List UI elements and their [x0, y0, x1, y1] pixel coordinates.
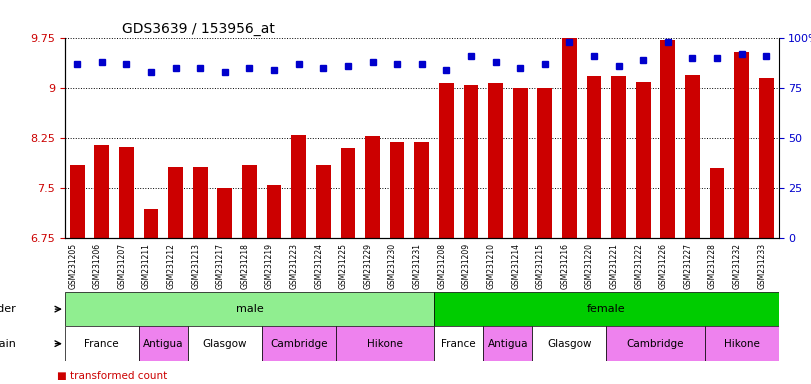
- Bar: [488, 83, 503, 238]
- Bar: [660, 40, 676, 238]
- Bar: [193, 167, 208, 238]
- Bar: [734, 52, 749, 238]
- Bar: [464, 85, 478, 238]
- FancyBboxPatch shape: [65, 292, 434, 326]
- FancyBboxPatch shape: [434, 326, 483, 361]
- Text: Glasgow: Glasgow: [203, 339, 247, 349]
- Bar: [513, 88, 527, 238]
- Text: ■ transformed count: ■ transformed count: [57, 371, 167, 381]
- Text: Antigua: Antigua: [143, 339, 183, 349]
- Text: strain: strain: [0, 339, 16, 349]
- Bar: [538, 88, 552, 238]
- Bar: [70, 165, 84, 238]
- FancyBboxPatch shape: [607, 326, 705, 361]
- Bar: [390, 142, 405, 238]
- Text: GDS3639 / 153956_at: GDS3639 / 153956_at: [122, 22, 275, 36]
- Bar: [217, 188, 232, 238]
- Bar: [710, 168, 724, 238]
- Text: Glasgow: Glasgow: [547, 339, 592, 349]
- Bar: [316, 165, 331, 238]
- Bar: [439, 83, 453, 238]
- Bar: [341, 148, 355, 238]
- FancyBboxPatch shape: [483, 326, 533, 361]
- FancyBboxPatch shape: [188, 326, 262, 361]
- FancyBboxPatch shape: [65, 326, 139, 361]
- Bar: [119, 147, 134, 238]
- FancyBboxPatch shape: [139, 326, 188, 361]
- Text: female: female: [587, 304, 625, 314]
- FancyBboxPatch shape: [336, 326, 434, 361]
- FancyBboxPatch shape: [434, 292, 779, 326]
- Bar: [94, 145, 109, 238]
- Bar: [586, 76, 602, 238]
- Bar: [414, 142, 429, 238]
- Bar: [636, 82, 650, 238]
- FancyBboxPatch shape: [533, 326, 607, 361]
- Text: France: France: [84, 339, 119, 349]
- Bar: [759, 78, 774, 238]
- FancyBboxPatch shape: [705, 326, 779, 361]
- Text: Antigua: Antigua: [487, 339, 528, 349]
- Bar: [291, 135, 306, 238]
- Text: gender: gender: [0, 304, 16, 314]
- Bar: [267, 185, 281, 238]
- Text: male: male: [235, 304, 264, 314]
- Bar: [242, 165, 257, 238]
- Text: Cambridge: Cambridge: [627, 339, 684, 349]
- FancyBboxPatch shape: [262, 326, 336, 361]
- Bar: [611, 76, 626, 238]
- Bar: [168, 167, 183, 238]
- Text: Cambridge: Cambridge: [270, 339, 328, 349]
- Text: Hikone: Hikone: [723, 339, 760, 349]
- Bar: [562, 38, 577, 238]
- Bar: [144, 209, 158, 238]
- Text: Hikone: Hikone: [367, 339, 403, 349]
- Text: France: France: [441, 339, 476, 349]
- Bar: [365, 136, 380, 238]
- Bar: [685, 75, 700, 238]
